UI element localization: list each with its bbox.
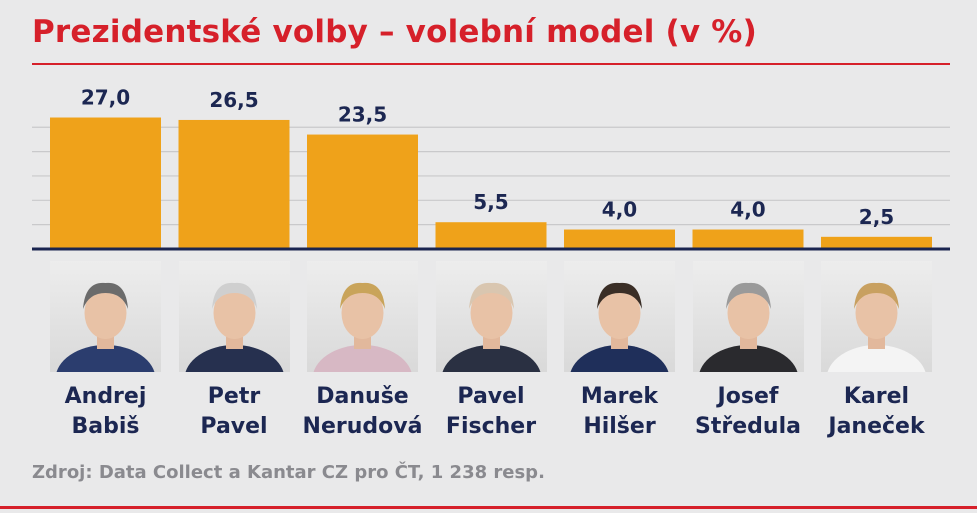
bar-value-label: 4,0 xyxy=(730,198,765,222)
candidate-name: Marek Hilšer xyxy=(550,382,690,442)
candidate-first-name: Marek xyxy=(580,384,659,409)
bar-layer xyxy=(50,117,932,249)
candidate-first-name: Petr xyxy=(207,384,261,409)
bar xyxy=(178,119,290,249)
candidate-first-name: Josef xyxy=(717,384,779,409)
candidate-last-name: Fischer xyxy=(445,414,537,439)
bar-chart: 27,0 26,5 23,5 5,5 4,0 4,0 2,5 xyxy=(32,86,950,251)
candidate-first-name: Karel xyxy=(843,384,910,409)
candidate-last-name: Hilšer xyxy=(583,414,656,439)
portrait-marek-hilser xyxy=(564,261,675,372)
bar-value-label: 5,5 xyxy=(473,190,508,214)
bar-value-label: 27,0 xyxy=(81,86,130,110)
chart-title: Prezidentské volby – volební model (v %) xyxy=(32,14,757,50)
candidate-first-name: Danuše xyxy=(316,384,409,409)
candidate-name: Karel Janeček xyxy=(807,382,947,442)
portrait-petr-pavel xyxy=(178,261,290,372)
candidate-last-name: Nerudová xyxy=(302,414,423,439)
candidate-last-name: Středula xyxy=(695,414,801,439)
portrait-danuse-nerudova xyxy=(307,261,418,372)
candidate-name: Andrej Babiš xyxy=(36,382,176,442)
candidate-name: Josef Středula xyxy=(678,382,818,442)
candidate-last-name: Pavel xyxy=(200,414,268,439)
candidate-first-name: Andrej xyxy=(64,384,147,409)
label-layer: 27,0 26,5 23,5 5,5 4,0 4,0 2,5 xyxy=(81,86,894,229)
bar xyxy=(307,134,418,249)
portrait-andrej-babis xyxy=(50,261,161,372)
portrait-josef-stredula xyxy=(692,261,804,372)
bar xyxy=(50,117,161,249)
bar xyxy=(435,222,547,249)
bar xyxy=(564,229,675,249)
portrait-karel-janecek xyxy=(821,261,932,372)
bar-value-label: 2,5 xyxy=(859,205,894,229)
candidate-first-name: Pavel xyxy=(457,384,525,409)
candidate-name: Danuše Nerudová xyxy=(293,382,433,442)
candidate-last-name: Babiš xyxy=(71,414,140,439)
title-divider xyxy=(32,63,950,65)
bottom-divider xyxy=(0,506,977,509)
bar xyxy=(821,236,932,249)
candidate-name: Pavel Fischer xyxy=(421,382,561,442)
candidate-name: Petr Pavel xyxy=(164,382,304,442)
source-note: Zdroj: Data Collect a Kantar CZ pro ČT, … xyxy=(32,462,545,483)
bar-value-label: 26,5 xyxy=(209,88,258,112)
bar xyxy=(692,229,804,249)
bar-value-label: 4,0 xyxy=(602,198,637,222)
portrait-pavel-fischer xyxy=(435,261,547,372)
bar-value-label: 23,5 xyxy=(338,103,387,127)
candidate-last-name: Janeček xyxy=(828,414,925,439)
